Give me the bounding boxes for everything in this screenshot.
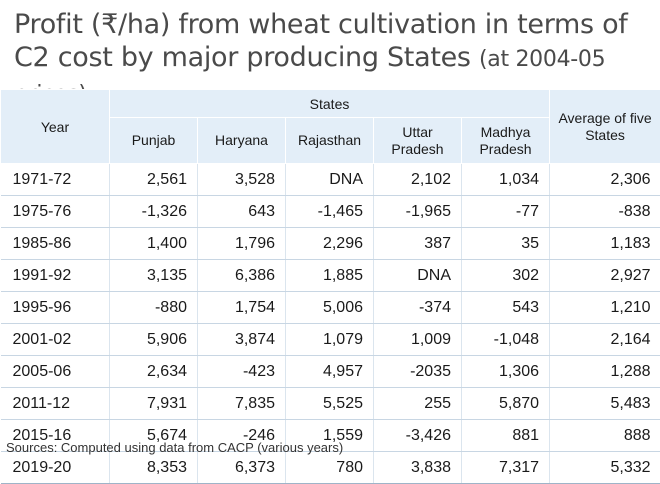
- year-cell: 1991-92: [1, 260, 110, 292]
- rajasthan-cell: DNA: [286, 164, 374, 196]
- punjab-cell: -880: [110, 292, 198, 324]
- year-cell: 2011-12: [1, 388, 110, 420]
- states-group-header: States: [110, 90, 550, 118]
- haryana-cell: 1,754: [198, 292, 286, 324]
- average-cell: -838: [550, 196, 660, 228]
- rajasthan-cell: 4,957: [286, 356, 374, 388]
- haryana-cell: 3,528: [198, 164, 286, 196]
- uttar-pradesh-cell: -1,965: [374, 196, 462, 228]
- punjab-cell: 2,634: [110, 356, 198, 388]
- haryana-cell: -423: [198, 356, 286, 388]
- rajasthan-cell: 1,079: [286, 324, 374, 356]
- average-cell: 2,306: [550, 164, 660, 196]
- average-cell: 2,164: [550, 324, 660, 356]
- rajasthan-cell: 5,525: [286, 388, 374, 420]
- rajasthan-cell: -1,465: [286, 196, 374, 228]
- punjab-cell: 1,400: [110, 228, 198, 260]
- uttar-pradesh-cell: 3,838: [374, 452, 462, 484]
- madhya-pradesh-cell: 1,034: [462, 164, 550, 196]
- uttar-pradesh-cell: 2,102: [374, 164, 462, 196]
- year-cell: 2019-20: [1, 452, 110, 484]
- madhya-pradesh-cell: 1,306: [462, 356, 550, 388]
- average-cell: 2,927: [550, 260, 660, 292]
- punjab-cell: 3,135: [110, 260, 198, 292]
- punjab-cell: 7,931: [110, 388, 198, 420]
- haryana-cell: 1,796: [198, 228, 286, 260]
- haryana-cell: 643: [198, 196, 286, 228]
- uttar-pradesh-cell: 387: [374, 228, 462, 260]
- state-header-uttar-pradesh: Uttar Pradesh: [374, 118, 462, 164]
- state-header-haryana: Haryana: [198, 118, 286, 164]
- year-cell: 1971-72: [1, 164, 110, 196]
- madhya-pradesh-cell: 5,870: [462, 388, 550, 420]
- average-cell: 1,183: [550, 228, 660, 260]
- madhya-pradesh-cell: 35: [462, 228, 550, 260]
- profit-table: Year States Average of five States Punja…: [0, 89, 660, 484]
- year-header: Year: [1, 90, 110, 164]
- average-cell: 1,288: [550, 356, 660, 388]
- haryana-cell: 7,835: [198, 388, 286, 420]
- year-cell: 2005-06: [1, 356, 110, 388]
- rajasthan-cell: 780: [286, 452, 374, 484]
- punjab-cell: 2,561: [110, 164, 198, 196]
- madhya-pradesh-cell: 302: [462, 260, 550, 292]
- madhya-pradesh-cell: 881: [462, 420, 550, 452]
- year-cell: 1975-76: [1, 196, 110, 228]
- rajasthan-cell: 5,006: [286, 292, 374, 324]
- source-note: Sources: Computed using data from CACP (…: [6, 440, 343, 455]
- average-cell: 5,332: [550, 452, 660, 484]
- uttar-pradesh-cell: -374: [374, 292, 462, 324]
- rajasthan-cell: 1,885: [286, 260, 374, 292]
- madhya-pradesh-cell: -1,048: [462, 324, 550, 356]
- haryana-cell: 3,874: [198, 324, 286, 356]
- madhya-pradesh-cell: 7,317: [462, 452, 550, 484]
- average-cell: 888: [550, 420, 660, 452]
- year-cell: 1995-96: [1, 292, 110, 324]
- state-header-rajasthan: Rajasthan: [286, 118, 374, 164]
- state-header-punjab: Punjab: [110, 118, 198, 164]
- year-cell: 1985-86: [1, 228, 110, 260]
- punjab-cell: 8,353: [110, 452, 198, 484]
- madhya-pradesh-cell: 543: [462, 292, 550, 324]
- state-header-madhya-pradesh: Madhya Pradesh: [462, 118, 550, 164]
- uttar-pradesh-cell: 1,009: [374, 324, 462, 356]
- average-cell: 1,210: [550, 292, 660, 324]
- year-cell: 2001-02: [1, 324, 110, 356]
- uttar-pradesh-cell: 255: [374, 388, 462, 420]
- madhya-pradesh-cell: -77: [462, 196, 550, 228]
- uttar-pradesh-cell: -3,426: [374, 420, 462, 452]
- punjab-cell: 5,906: [110, 324, 198, 356]
- haryana-cell: 6,386: [198, 260, 286, 292]
- average-cell: 5,483: [550, 388, 660, 420]
- punjab-cell: -1,326: [110, 196, 198, 228]
- uttar-pradesh-cell: DNA: [374, 260, 462, 292]
- rajasthan-cell: 2,296: [286, 228, 374, 260]
- haryana-cell: 6,373: [198, 452, 286, 484]
- average-header: Average of five States: [550, 90, 660, 164]
- uttar-pradesh-cell: -2035: [374, 356, 462, 388]
